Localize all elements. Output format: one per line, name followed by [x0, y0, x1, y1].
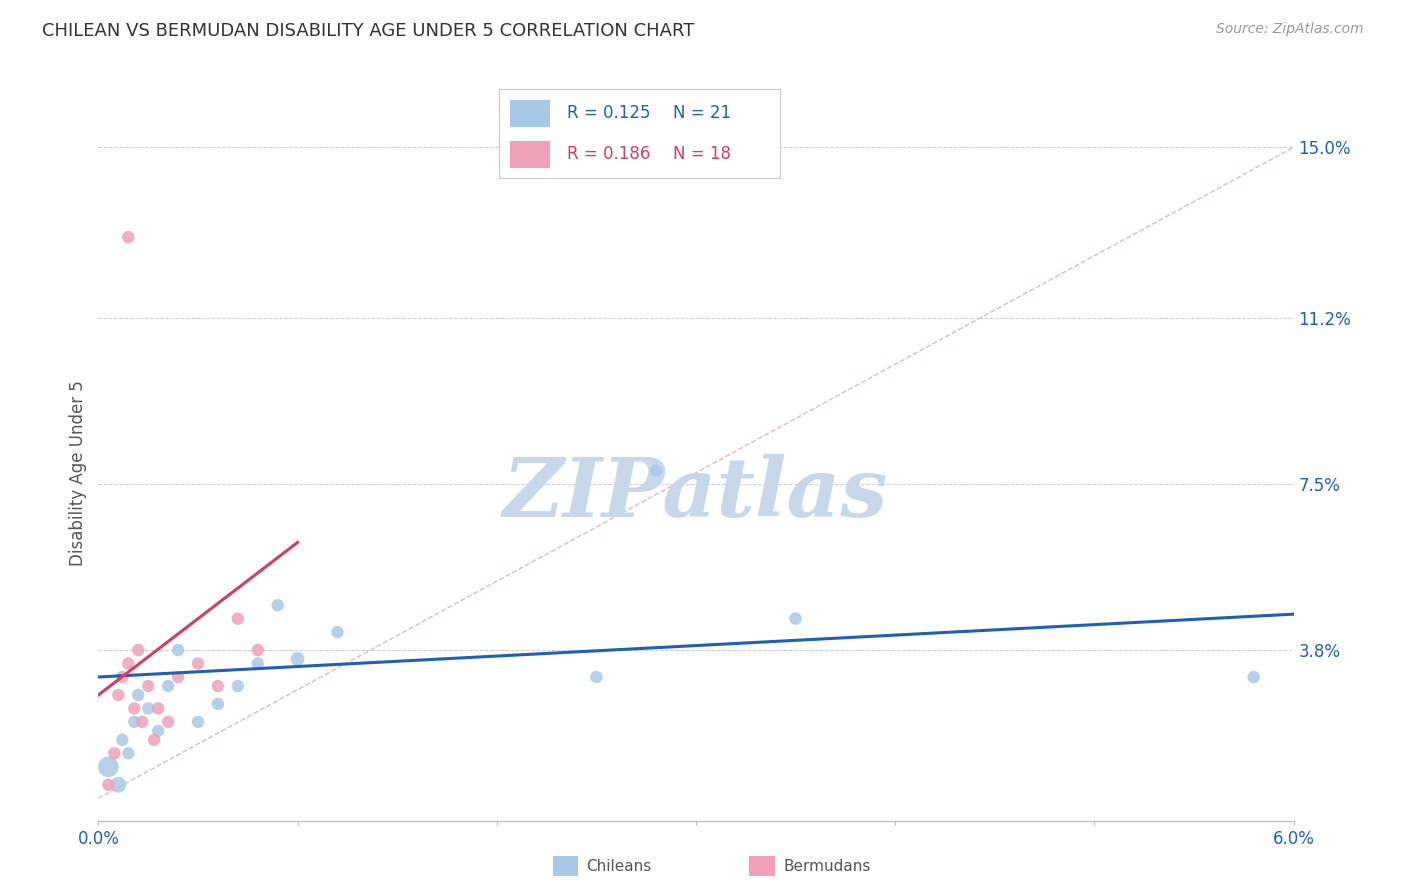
Point	[207, 679, 229, 693]
FancyBboxPatch shape	[510, 141, 550, 168]
Point	[267, 598, 290, 612]
Point	[246, 643, 269, 657]
Point	[97, 778, 120, 792]
Point	[207, 697, 229, 711]
Point	[326, 625, 349, 640]
Point	[107, 688, 129, 702]
Point	[117, 230, 139, 244]
Point	[157, 714, 180, 729]
Point	[97, 760, 120, 774]
Point	[1243, 670, 1265, 684]
Text: Chileans: Chileans	[586, 859, 651, 873]
Point	[148, 701, 170, 715]
Point	[124, 701, 146, 715]
Point	[111, 732, 134, 747]
Point	[148, 723, 170, 738]
Point	[117, 747, 139, 761]
Point	[167, 643, 190, 657]
Point	[645, 463, 668, 477]
Point	[107, 778, 129, 792]
Point	[103, 747, 125, 761]
Point	[226, 612, 249, 626]
Point	[226, 679, 249, 693]
Point	[785, 612, 807, 626]
FancyBboxPatch shape	[510, 100, 550, 127]
Point	[127, 643, 149, 657]
Point	[585, 670, 607, 684]
Point	[187, 657, 209, 671]
Point	[157, 679, 180, 693]
Point	[117, 657, 139, 671]
Point	[127, 688, 149, 702]
Text: Bermudans: Bermudans	[783, 859, 870, 873]
Point	[143, 732, 166, 747]
Point	[124, 714, 146, 729]
Point	[246, 657, 269, 671]
Text: R = 0.186: R = 0.186	[567, 145, 650, 163]
Text: N = 21: N = 21	[673, 104, 731, 122]
Text: CHILEAN VS BERMUDAN DISABILITY AGE UNDER 5 CORRELATION CHART: CHILEAN VS BERMUDAN DISABILITY AGE UNDER…	[42, 22, 695, 40]
Y-axis label: Disability Age Under 5: Disability Age Under 5	[69, 380, 87, 566]
Point	[136, 701, 159, 715]
Text: N = 18: N = 18	[673, 145, 731, 163]
Text: R = 0.125: R = 0.125	[567, 104, 650, 122]
Point	[111, 670, 134, 684]
Point	[167, 670, 190, 684]
Point	[287, 652, 309, 666]
Point	[187, 714, 209, 729]
Text: ZIPatlas: ZIPatlas	[503, 454, 889, 533]
Text: Source: ZipAtlas.com: Source: ZipAtlas.com	[1216, 22, 1364, 37]
Point	[136, 679, 159, 693]
Point	[131, 714, 153, 729]
